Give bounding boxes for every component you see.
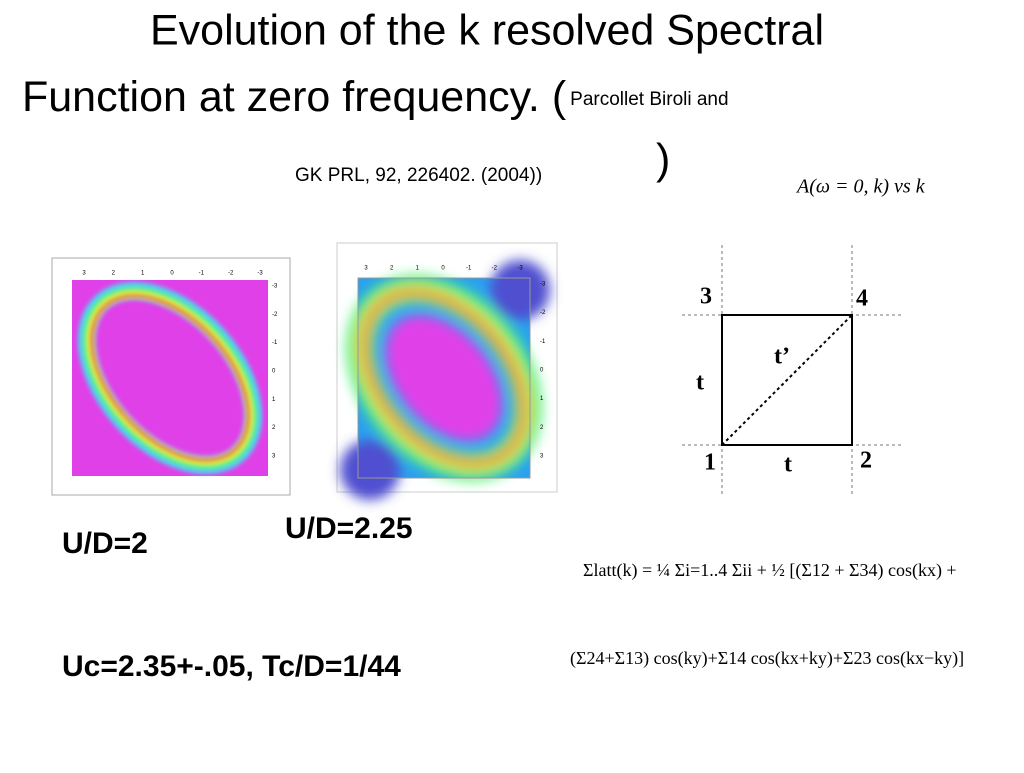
- tick-label: 1: [141, 271, 145, 277]
- diagonal: [721, 314, 853, 446]
- reference: Parcollet Biroli and: [570, 89, 728, 110]
- tick-label: 3: [82, 271, 86, 277]
- tick-label: 2: [390, 266, 394, 272]
- reference: GK PRL, 92, 226402. (2004)): [295, 165, 542, 186]
- heatmap: [51, 257, 291, 496]
- formula: (Σ24+Σ13) cos(ky)+Σ14 cos(kx+ky)+Σ23 cos…: [570, 648, 964, 669]
- tick-label: 3: [364, 266, 368, 272]
- formula: A(ω = 0, k) vs k: [795, 176, 926, 198]
- tick-label: -2: [272, 312, 278, 318]
- tick-label: -1: [272, 340, 278, 346]
- tick-label: 2: [112, 271, 116, 277]
- hopping-label: t’: [774, 344, 790, 370]
- tick-label: -3: [540, 282, 546, 288]
- tick-label: -2: [228, 271, 234, 277]
- tick-label: -1: [199, 271, 205, 277]
- heatmap: [336, 242, 558, 500]
- tick-label: -2: [492, 266, 498, 272]
- tick-label: -3: [272, 284, 278, 290]
- corner-label: 3: [700, 284, 712, 310]
- caption: U/D=2.25: [285, 512, 413, 545]
- hopping-label: t: [784, 452, 792, 478]
- caption: U/D=2: [62, 527, 148, 560]
- tick-label: -1: [540, 339, 546, 345]
- tick-label: 3: [272, 454, 276, 460]
- tick-label: 1: [272, 397, 276, 403]
- tick-label: 3: [540, 454, 544, 460]
- tick-label: 1: [540, 396, 544, 402]
- title-line: Function at zero frequency. (Parcollet B…: [22, 73, 729, 121]
- title-text: Function at zero frequency. (: [22, 73, 567, 121]
- tick-label: 0: [272, 369, 276, 375]
- corner-label: 2: [860, 448, 872, 474]
- title-text: ): [656, 135, 670, 183]
- tick-label: -3: [517, 266, 523, 272]
- plaquette: [721, 314, 853, 446]
- tick-label: 2: [272, 425, 276, 431]
- tick-label: 2: [540, 425, 544, 431]
- corner-label: 1: [704, 450, 716, 476]
- corner-label: 4: [856, 286, 868, 312]
- tick-label: 0: [540, 368, 544, 374]
- title-line: Evolution of the k resolved Spectral: [150, 6, 824, 54]
- plot-border: [357, 277, 531, 479]
- tick-label: -3: [257, 271, 263, 277]
- hopping-label: t: [696, 370, 704, 396]
- plot-area: [72, 280, 268, 476]
- tick-label: -2: [540, 310, 546, 316]
- tick-label: 1: [416, 266, 420, 272]
- tick-label: -1: [466, 266, 472, 272]
- formula: Σlatt(k) = ¼ Σi=1..4 Σii + ½ [(Σ12 + Σ34…: [583, 560, 957, 581]
- summary: Uc=2.35+-.05, Tc/D=1/44: [62, 650, 401, 683]
- tick-label: 0: [441, 266, 445, 272]
- tick-label: 0: [170, 271, 174, 277]
